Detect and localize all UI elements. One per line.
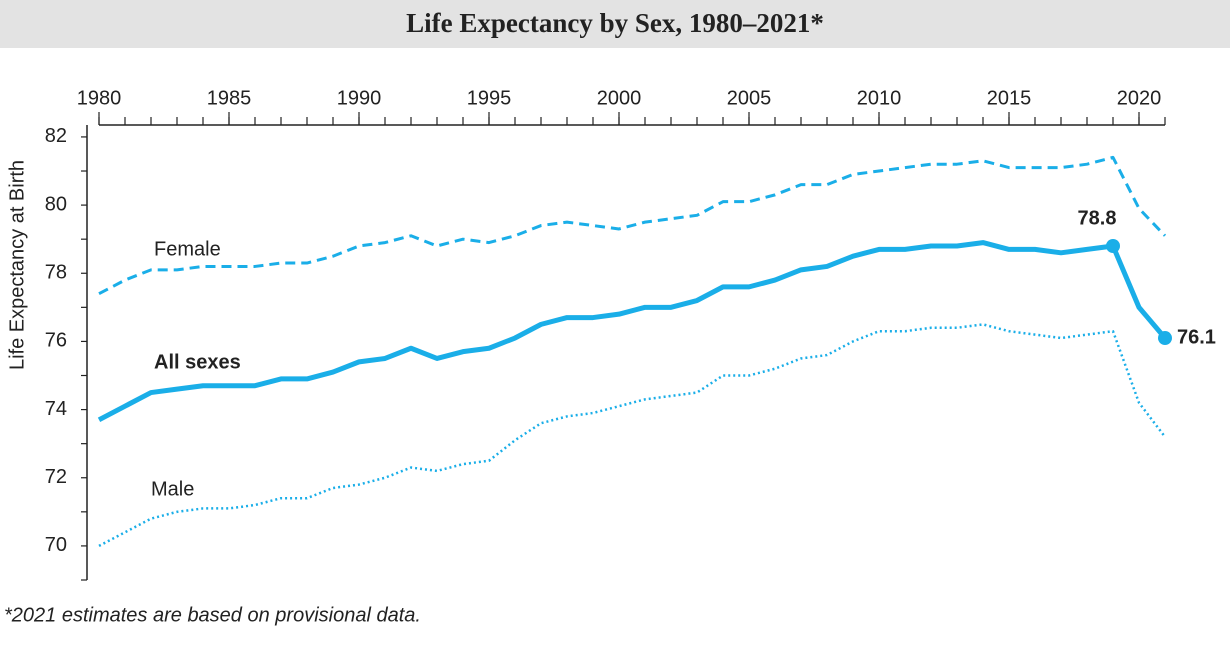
point-marker <box>1158 331 1172 346</box>
series-line <box>98 323 1166 548</box>
series-line <box>97 240 1167 423</box>
footnote: *2021 estimates are based on provisional… <box>4 604 421 626</box>
y-tick-label: 76 <box>45 330 67 352</box>
x-tick-label: 2020 <box>1117 87 1162 109</box>
x-tick-label: 1990 <box>337 87 382 109</box>
x-tick-label: 2000 <box>597 87 642 109</box>
series-label: Female <box>154 238 221 260</box>
series-label: All sexes <box>154 351 241 373</box>
series-label: Male <box>151 478 194 500</box>
title-band <box>0 0 1230 48</box>
x-tick-label: 1995 <box>467 87 512 109</box>
chart-title: Life Expectancy by Sex, 1980–2021* <box>406 8 824 38</box>
y-tick-label: 72 <box>45 466 67 488</box>
series-line <box>98 155 1167 296</box>
y-tick-label: 82 <box>45 125 67 147</box>
data-label: 76.1 <box>1177 326 1216 348</box>
y-tick-label: 80 <box>45 193 67 215</box>
x-tick-label: 2010 <box>857 87 902 109</box>
x-tick-label: 1980 <box>77 87 122 109</box>
y-tick-label: 70 <box>45 534 67 556</box>
data-label: 78.8 <box>1078 207 1117 229</box>
x-tick-label: 1985 <box>207 87 252 109</box>
y-tick-label: 74 <box>45 398 67 420</box>
x-tick-label: 2005 <box>727 87 772 109</box>
y-tick-label: 78 <box>45 262 67 284</box>
point-marker <box>1106 238 1120 253</box>
x-tick-label: 2015 <box>987 87 1032 109</box>
y-axis-label: Life Expectancy at Birth <box>6 160 28 370</box>
